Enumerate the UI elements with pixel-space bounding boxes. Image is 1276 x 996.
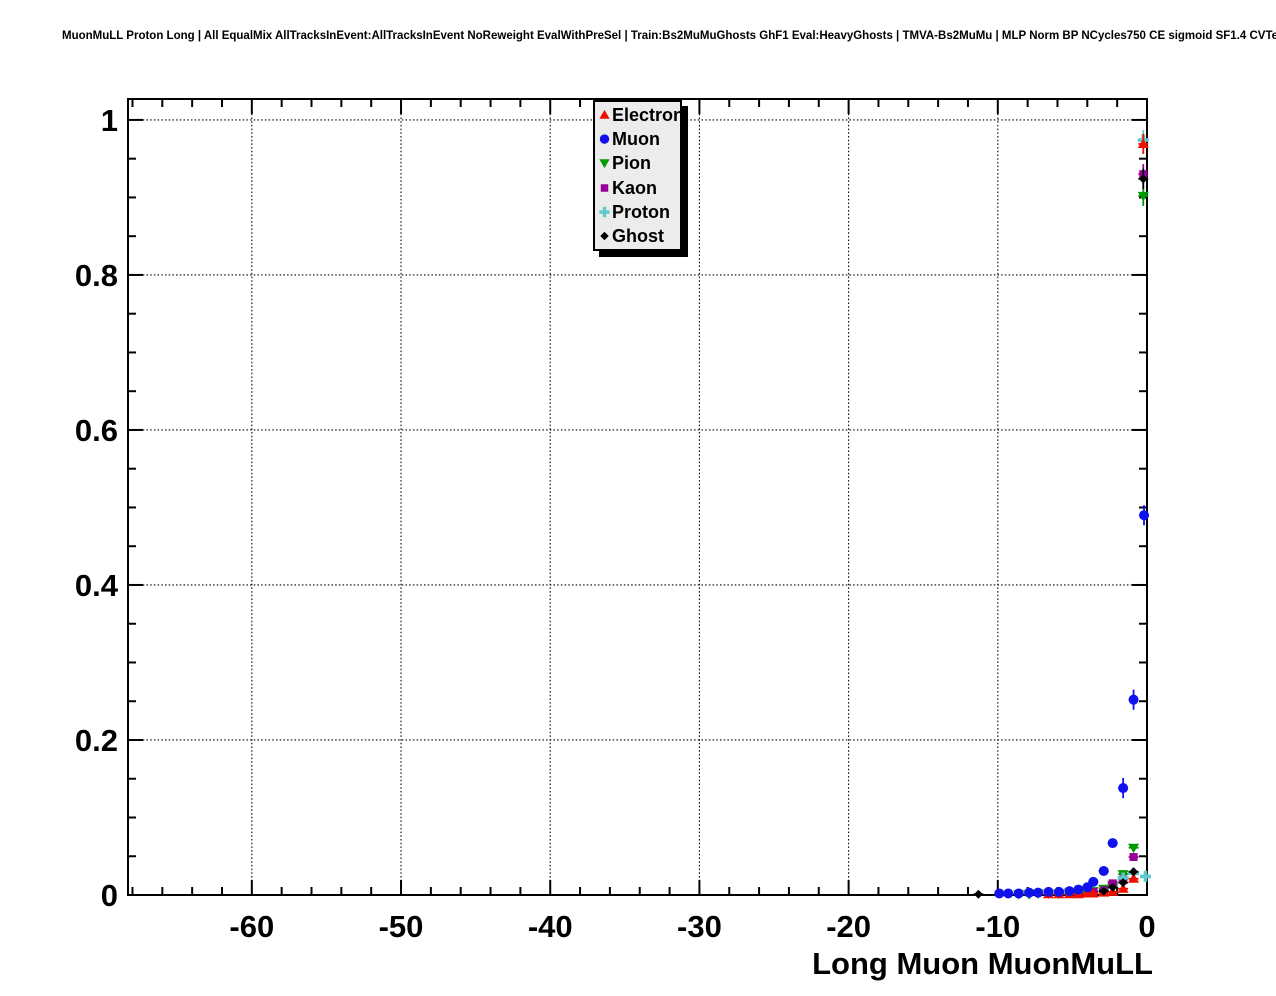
legend-marker-shape [599, 159, 610, 169]
y-tick-label: 0.4 [75, 568, 119, 603]
series-pion [1013, 185, 1149, 900]
legend-marker-shape [599, 134, 610, 144]
muon-marker-icon [599, 134, 610, 144]
proton-marker-icon [599, 206, 610, 217]
electron-marker-icon [599, 109, 610, 119]
y-tick-label: 0.8 [75, 258, 118, 293]
data-point-muon [1088, 876, 1099, 887]
data-point-muon [1118, 783, 1129, 794]
data-point-pion [1137, 191, 1149, 202]
data-point-muon [1003, 888, 1014, 899]
series-muon [994, 505, 1150, 899]
data-point-ghost [1099, 886, 1109, 896]
series-ghost [973, 168, 1149, 899]
y-tick-label: 0.2 [75, 723, 118, 758]
legend-marker-shape [600, 231, 609, 241]
legend-entry-muon: Muon [597, 127, 680, 151]
legend-label: Muon [612, 129, 660, 150]
data-point-muon [1098, 865, 1109, 876]
data-point-muon [1024, 887, 1035, 898]
data-point-muon [1064, 886, 1075, 897]
legend-entry-kaon: Kaon [597, 176, 680, 200]
data-point-ghost [1129, 867, 1139, 877]
data-point-proton [1117, 872, 1129, 884]
legend-box: Electron Muon Pion Kaon Proton Ghost [593, 100, 684, 251]
legend-entry-pion: Pion [597, 151, 680, 175]
legend-entry-ghost: Ghost [597, 224, 680, 248]
data-point-proton [1140, 870, 1152, 882]
data-point-muon [1053, 886, 1064, 897]
series-electron [1043, 133, 1149, 899]
data-point-ghost [1108, 882, 1118, 892]
data-point-electron [1087, 887, 1099, 898]
y-tick-label: 1 [101, 103, 118, 138]
plot-title: MuonMuLL Proton Long | All EqualMix AllT… [62, 30, 1276, 42]
legend-label: Ghost [612, 225, 664, 246]
data-point-muon [994, 888, 1005, 899]
x-tick-label: -10 [975, 909, 1020, 944]
legend-marker-shape [599, 206, 610, 217]
grid-lines [128, 99, 1147, 895]
series-kaon [1088, 164, 1149, 896]
data-point-muon [1139, 510, 1150, 521]
x-axis-title: Long Muon MuonMuLL [812, 946, 1153, 981]
data-point-pion [1128, 843, 1140, 854]
x-tick-label: -30 [677, 909, 722, 944]
y-tick-label: 0 [101, 878, 118, 913]
data-point-muon [1107, 838, 1118, 849]
x-tick-label: -20 [826, 909, 871, 944]
data-point-muon [1073, 884, 1084, 895]
pion-marker-icon [599, 159, 610, 169]
data-point-electron [1128, 873, 1140, 883]
data-point-muon [1128, 694, 1139, 705]
legend-marker-shape [600, 183, 609, 192]
legend-entry-electron: Electron [597, 103, 684, 127]
data-point-muon [1043, 886, 1054, 897]
legend-label: Proton [612, 201, 670, 222]
legend-entry-proton: Proton [597, 200, 680, 224]
data-point-ghost [973, 889, 983, 899]
data-point-muon [1013, 888, 1024, 899]
legend-label: Electron [612, 105, 685, 126]
y-tick-label: 0.6 [75, 413, 118, 448]
x-tick-label: 0 [1138, 909, 1155, 944]
data-point-ghost [1118, 878, 1128, 888]
data-point-kaon [1129, 853, 1138, 862]
tick-labels: -60 -50 -40 -30 -20 -10 0 0 0.2 0.4 0.6 0.8 1 [75, 103, 1156, 944]
data-point-electron [1117, 883, 1129, 893]
x-tick-label: -50 [379, 909, 424, 944]
legend-marker-shape [599, 109, 610, 119]
data-point-ghost [1138, 174, 1148, 184]
legend-label: Pion [612, 153, 651, 174]
kaon-marker-icon [600, 183, 609, 192]
ghost-marker-icon [600, 231, 609, 241]
data-point-muon [1033, 887, 1044, 898]
x-tick-label: -40 [528, 909, 573, 944]
legend-label: Kaon [612, 177, 657, 198]
x-tick-label: -60 [229, 909, 274, 944]
data-point-electron [1137, 138, 1149, 148]
plot-frame [127, 98, 1148, 896]
